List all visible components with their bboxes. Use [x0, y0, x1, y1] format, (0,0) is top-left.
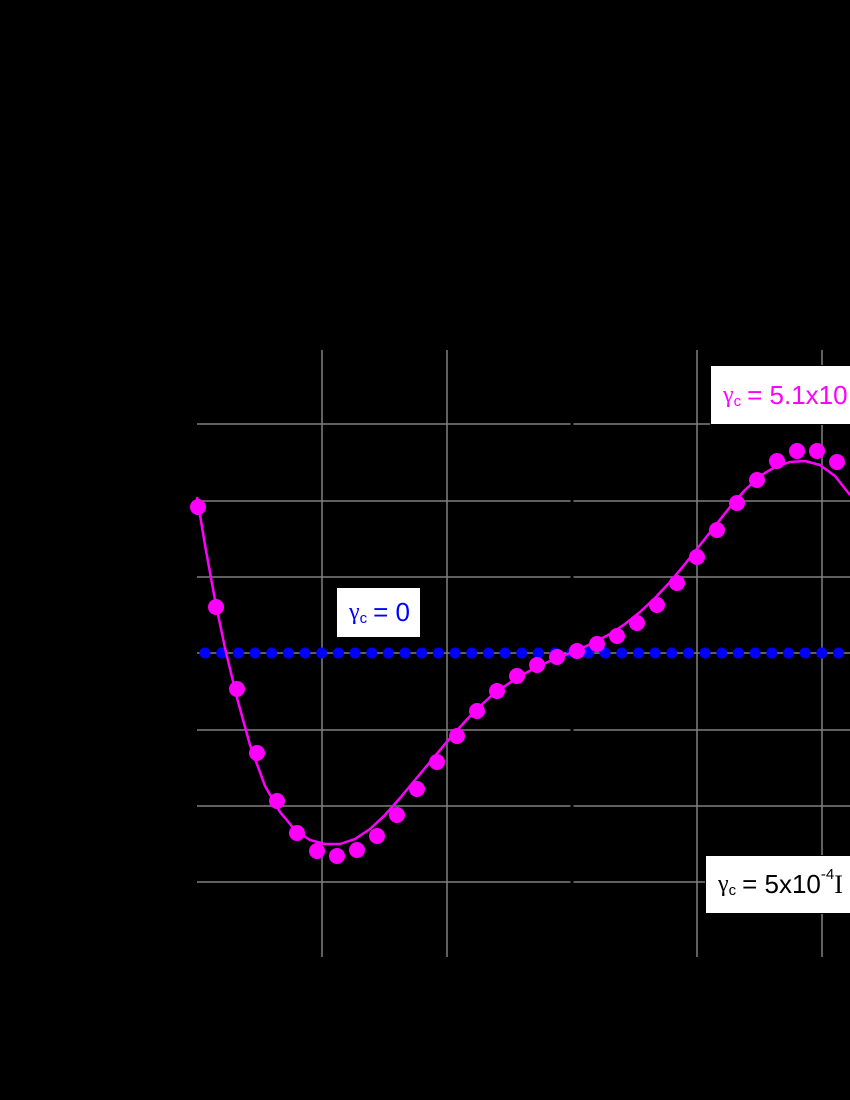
- data-point: [769, 453, 785, 469]
- data-point: [682, 647, 694, 659]
- data-point: [749, 647, 761, 659]
- data-point: [249, 647, 261, 659]
- data-point: [666, 647, 678, 659]
- annotation-suffix: I: [834, 869, 843, 899]
- data-point: [549, 649, 565, 665]
- annotation-text: = 5x10: [742, 869, 821, 899]
- subscript: c: [733, 392, 742, 410]
- data-point: [469, 703, 485, 719]
- data-point: [429, 754, 445, 770]
- data-point: [749, 472, 765, 488]
- data-point: [832, 647, 844, 659]
- data-point: [729, 495, 745, 511]
- data-point: [809, 443, 825, 459]
- data-point: [589, 636, 605, 652]
- data-point: [199, 647, 211, 659]
- data-point: [816, 647, 828, 659]
- series-gamma-zero-dots: [199, 350, 844, 957]
- data-point: [689, 549, 705, 565]
- data-point: [332, 647, 344, 659]
- data-point: [266, 647, 278, 659]
- data-point: [309, 843, 325, 859]
- subscript: c: [728, 882, 737, 899]
- data-point: [289, 825, 305, 841]
- data-point: [499, 647, 511, 659]
- data-point: [316, 647, 328, 659]
- subscript: c: [359, 610, 368, 627]
- gamma-symbol: γ: [718, 871, 729, 897]
- data-point: [389, 807, 405, 823]
- data-point: [709, 522, 725, 538]
- data-point: [190, 499, 206, 515]
- data-point: [516, 647, 528, 659]
- data-point: [489, 683, 505, 699]
- annotation-gamma-51: γ c = 5.1x10: [710, 365, 850, 425]
- data-point: [349, 842, 365, 858]
- data-point: [249, 745, 265, 761]
- data-point: [569, 643, 585, 659]
- data-point: [532, 647, 544, 659]
- data-point: [509, 668, 525, 684]
- data-point: [466, 647, 478, 659]
- data-point: [282, 647, 294, 659]
- data-point: [232, 647, 244, 659]
- data-point: [269, 793, 285, 809]
- data-point: [366, 647, 378, 659]
- data-point: [699, 647, 711, 659]
- data-point: [382, 647, 394, 659]
- annotation-text: = 0: [373, 597, 410, 627]
- data-point: [409, 781, 425, 797]
- series-data-points: [190, 443, 845, 864]
- gamma-symbol: γ: [723, 381, 734, 408]
- data-point: [799, 647, 811, 659]
- annotation-gamma-5e-4: γ c = 5x10 -4 I: [705, 855, 850, 914]
- data-point: [629, 615, 645, 631]
- data-point: [449, 728, 465, 744]
- data-point: [299, 647, 311, 659]
- data-point: [649, 647, 661, 659]
- data-point: [616, 647, 628, 659]
- data-point: [432, 647, 444, 659]
- data-point: [716, 647, 728, 659]
- gamma-symbol: γ: [349, 599, 360, 625]
- data-point: [732, 647, 744, 659]
- data-point: [529, 657, 545, 673]
- data-point: [399, 647, 411, 659]
- data-point: [208, 599, 224, 615]
- data-point: [416, 647, 428, 659]
- data-point: [599, 647, 611, 659]
- data-point: [766, 647, 778, 659]
- annotation-text: = 5.1x10: [747, 379, 848, 410]
- data-point: [582, 647, 594, 659]
- data-point: [669, 575, 685, 591]
- data-point: [609, 628, 625, 644]
- data-point: [829, 454, 845, 470]
- data-point: [449, 647, 461, 659]
- data-point: [782, 647, 794, 659]
- superscript: -4: [820, 866, 835, 883]
- data-point: [369, 828, 385, 844]
- data-point: [229, 681, 245, 697]
- data-point: [349, 647, 361, 659]
- data-point: [649, 597, 665, 613]
- data-point: [482, 647, 494, 659]
- annotation-gamma-zero: γ c = 0: [336, 587, 421, 638]
- data-point: [789, 443, 805, 459]
- data-point: [329, 848, 345, 864]
- data-point: [632, 647, 644, 659]
